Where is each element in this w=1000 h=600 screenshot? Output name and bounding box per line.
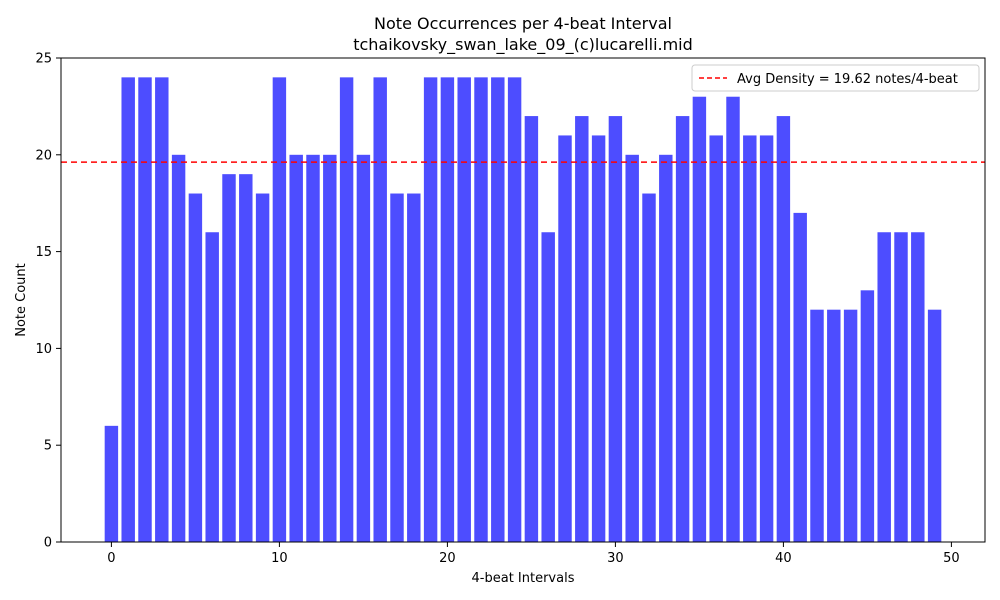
bar-interval-46	[877, 232, 891, 543]
bar-interval-41	[793, 212, 807, 542]
bar-interval-49	[927, 309, 942, 542]
bar-interval-0	[104, 425, 119, 542]
bar-interval-36	[709, 135, 723, 542]
bars-group	[104, 77, 942, 543]
x-tick-label: 40	[775, 551, 792, 566]
bar-interval-31	[625, 154, 639, 543]
bar-interval-3	[155, 77, 169, 543]
bar-interval-19	[423, 77, 438, 543]
bar-interval-39	[759, 135, 774, 542]
x-tick-label: 30	[607, 551, 624, 566]
bar-interval-35	[692, 96, 707, 542]
bar-interval-45	[860, 290, 875, 542]
bar-interval-22	[474, 77, 488, 543]
legend-box	[691, 64, 980, 92]
bar-interval-7	[222, 174, 236, 542]
bar-interval-14	[339, 77, 354, 543]
bar-interval-20	[440, 77, 455, 543]
bar-interval-16	[373, 77, 387, 543]
bar-interval-47	[894, 232, 908, 543]
bar-interval-4	[171, 154, 186, 543]
bar-interval-48	[911, 232, 925, 543]
bar-interval-44	[843, 309, 858, 542]
bar-interval-25	[524, 116, 539, 542]
bar-interval-5	[188, 193, 203, 542]
x-tick-label: 20	[439, 551, 456, 566]
y-axis-label: Note Count	[14, 263, 29, 337]
y-tick-label: 20	[35, 148, 52, 163]
bar-interval-27	[558, 135, 572, 542]
x-tick-label: 10	[271, 551, 288, 566]
x-tick-label: 0	[107, 551, 115, 566]
bar-interval-10	[272, 77, 287, 543]
y-tick-label: 5	[44, 439, 52, 454]
y-tick-label: 10	[35, 342, 52, 357]
bar-interval-8	[239, 174, 253, 542]
bar-interval-18	[407, 193, 421, 542]
legend-average-label: Avg Density = 19.62 notes/4-beat	[737, 72, 958, 87]
bar-interval-2	[138, 77, 152, 543]
bar-interval-29	[591, 135, 606, 542]
chart-subtitle: tchaikovsky_swan_lake_09_(c)lucarelli.mi…	[353, 35, 693, 55]
bar-interval-23	[491, 77, 505, 543]
bar-interval-30	[608, 116, 623, 542]
bar-interval-21	[457, 77, 471, 543]
x-axis-label: 4-beat Intervals	[472, 571, 575, 586]
bar-interval-32	[642, 193, 656, 542]
x-tick-label: 50	[943, 551, 960, 566]
bar-interval-12	[306, 154, 320, 543]
chart-title: Note Occurrences per 4-beat Interval	[374, 14, 672, 33]
bar-interval-26	[541, 232, 555, 543]
x-axis-ticks: 0 10 20 30 40 50	[107, 542, 960, 566]
bar-interval-1	[121, 77, 135, 543]
bar-interval-40	[776, 116, 791, 542]
bar-interval-42	[810, 309, 824, 542]
bar-interval-11	[289, 154, 303, 543]
bar-interval-15	[356, 154, 371, 543]
bar-interval-9	[255, 193, 270, 542]
bar-interval-34	[675, 116, 690, 542]
bar-interval-28	[575, 116, 589, 542]
bar-interval-33	[659, 154, 673, 543]
bar-interval-6	[205, 232, 219, 543]
y-tick-label: 15	[35, 245, 52, 260]
bar-interval-24	[507, 77, 522, 543]
bar-interval-17	[390, 193, 404, 542]
bar-interval-38	[743, 135, 757, 542]
y-tick-label: 25	[35, 52, 52, 67]
bar-interval-43	[827, 309, 841, 542]
y-tick-label: 0	[44, 536, 52, 551]
legend: Avg Density = 19.62 notes/4-beat	[691, 64, 980, 92]
bar-interval-37	[726, 96, 740, 542]
bar-interval-13	[323, 154, 337, 543]
y-axis-ticks: 0 5 10 15 20 25	[35, 52, 61, 551]
plot-area-frame	[60, 57, 986, 543]
